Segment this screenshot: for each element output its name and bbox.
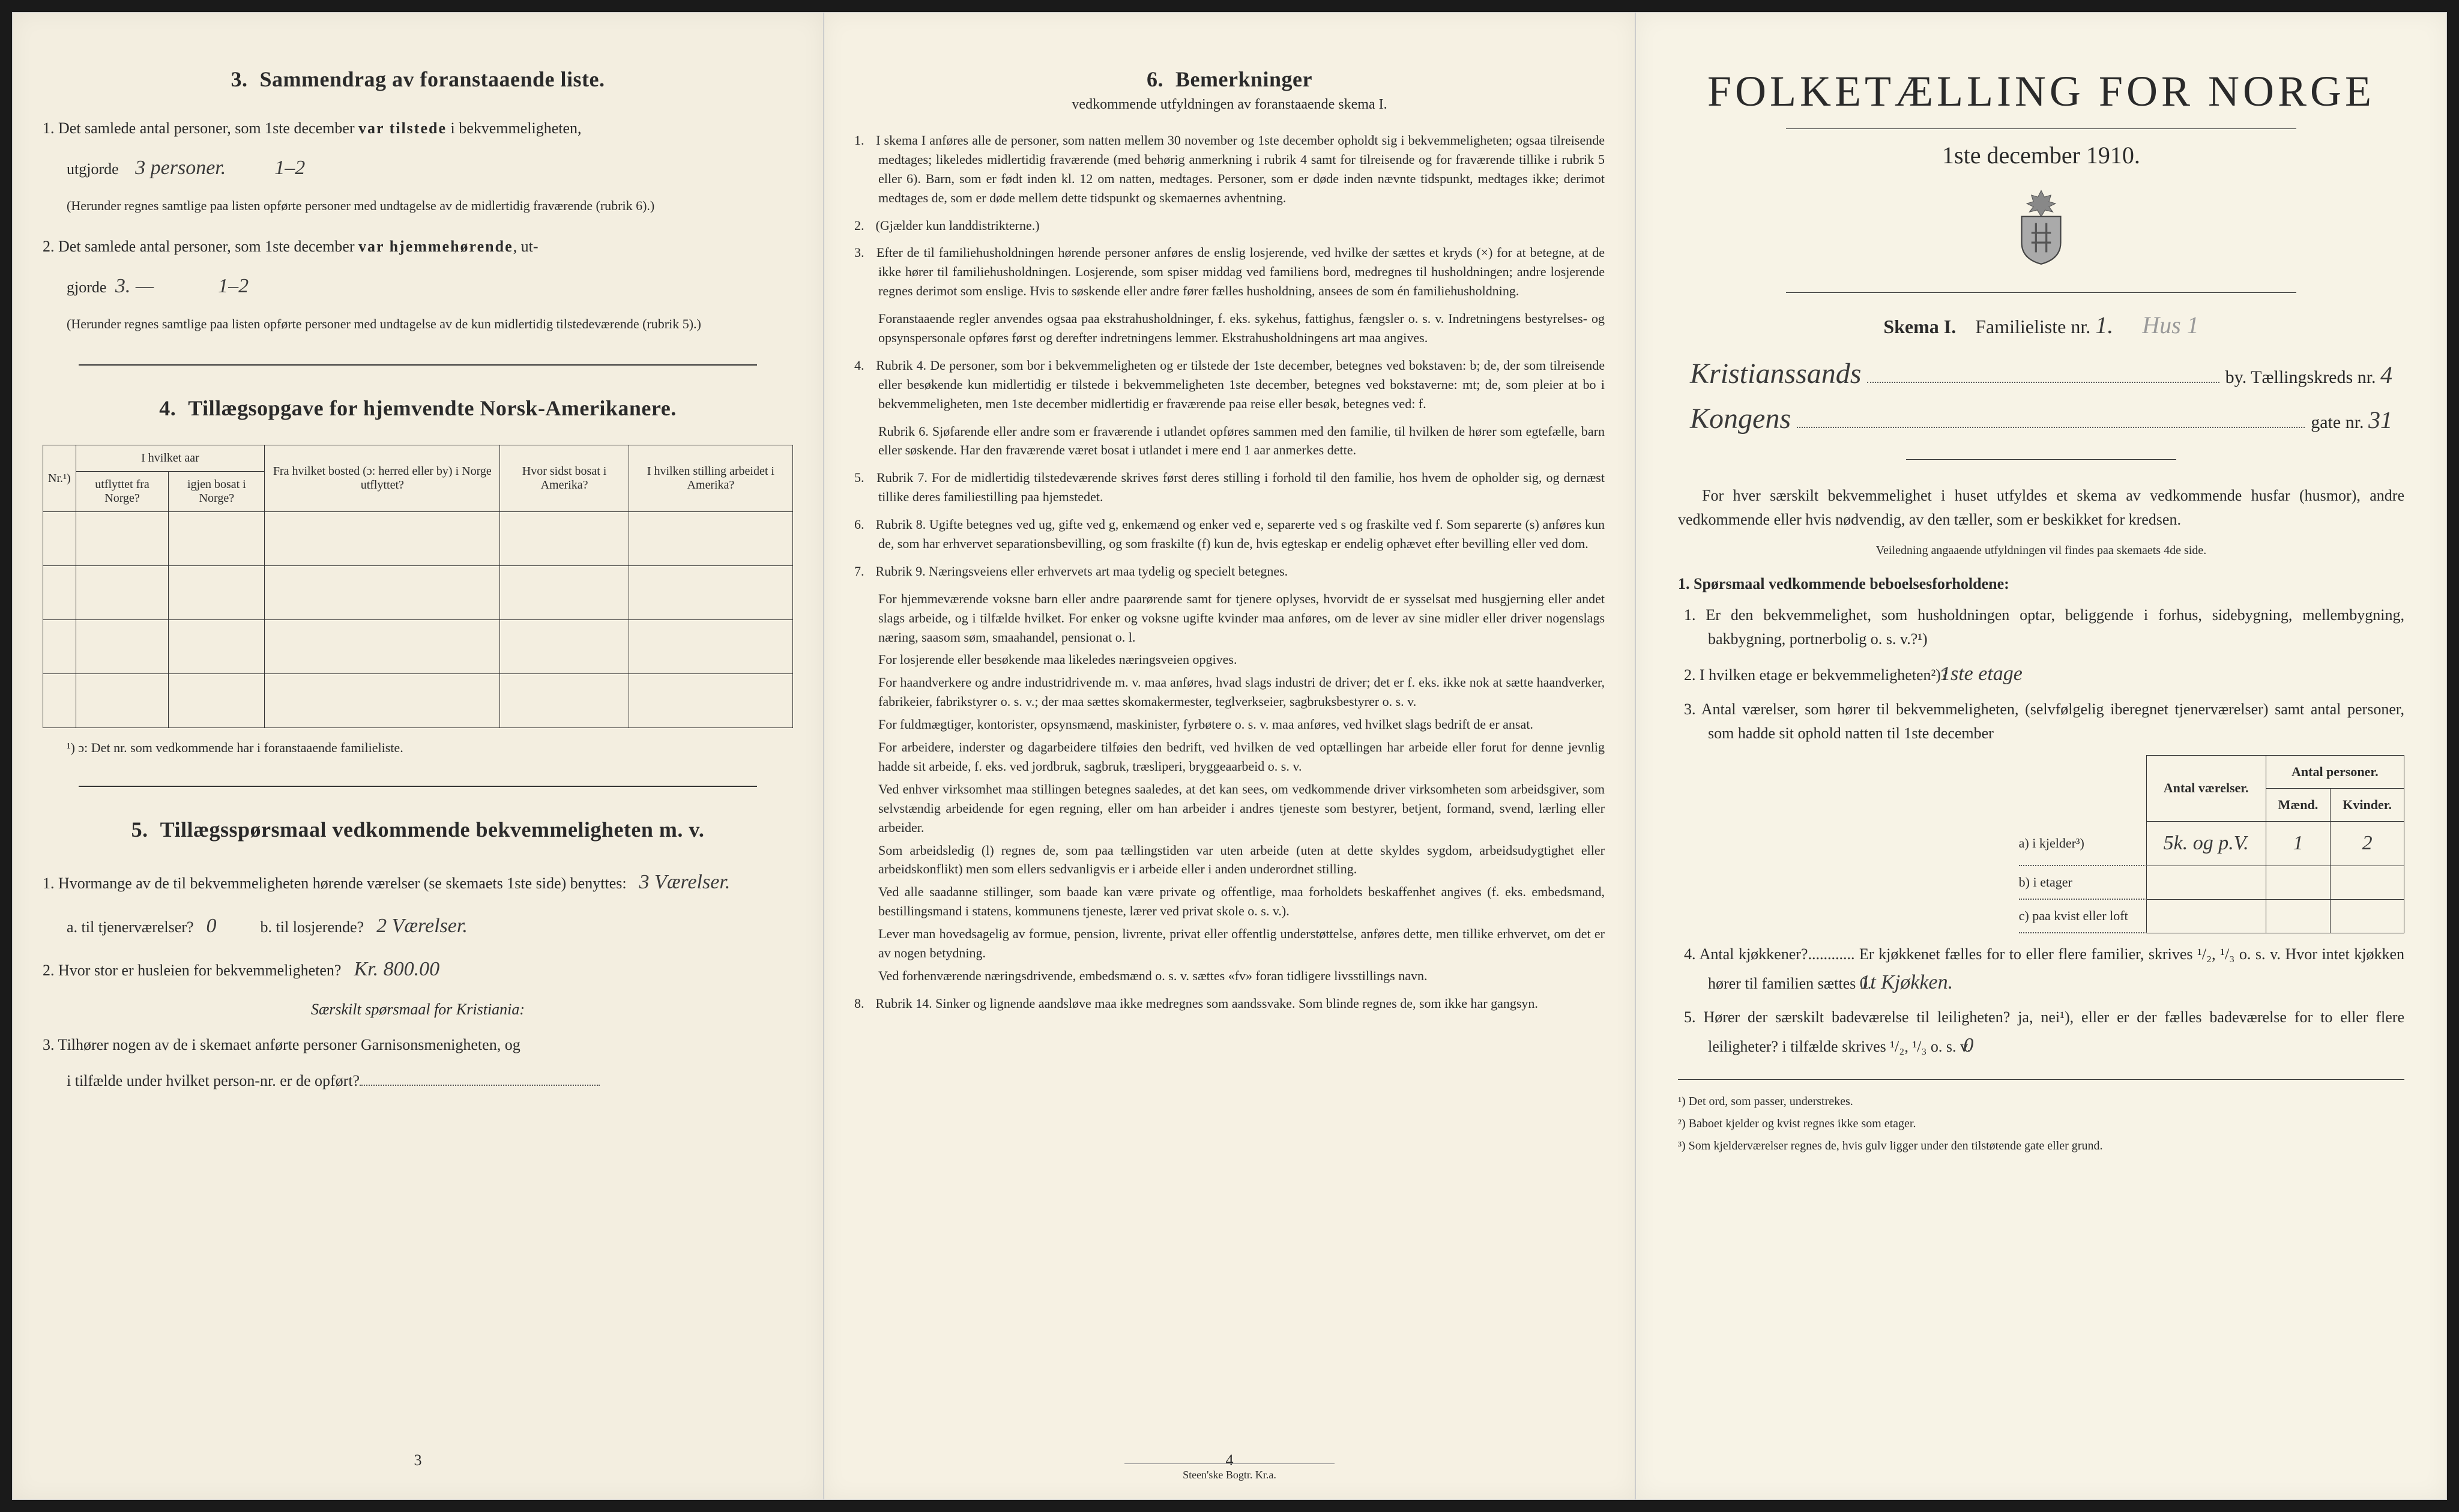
remark-para: For arbeidere, inderster og dagarbeidere… (878, 738, 1605, 776)
table-row (43, 566, 793, 620)
coat-of-arms-icon (1666, 187, 2416, 268)
remark-para: Ved alle saadanne stillinger, som baade … (878, 882, 1605, 921)
table-row (43, 512, 793, 566)
col-bosat: igjen bosat i Norge? (169, 472, 265, 512)
street-line: Kongens gate nr. 31 (1690, 402, 2392, 435)
page-3: 3.Sammendrag av foranstaaende liste. 1. … (12, 12, 824, 1500)
page-4: 6.Bemerkninger vedkommende utfyldningen … (824, 12, 1635, 1500)
section-4-title: 4.Tillægsopgave for hjemvendte Norsk-Ame… (43, 396, 793, 421)
col-maend: Mænd. (2266, 788, 2331, 821)
remark-item: 1. I skema I anføres alle de personer, s… (854, 131, 1605, 208)
section-1-heading: 1. Spørsmaal vedkommende beboelsesforhol… (1678, 572, 2404, 596)
col-bosted: Fra hvilket bosted (ɔ: herred eller by) … (265, 445, 500, 512)
remarks-list: 1. I skema I anføres alle de personer, s… (854, 131, 1605, 1013)
divider (1906, 459, 2176, 460)
remark-para: For fuldmægtiger, kontorister, opsynsmæn… (878, 715, 1605, 734)
table-row: b) i etager (2019, 866, 2404, 899)
s5-q2-note: Særskilt spørsmaal for Kristiania: (43, 997, 793, 1022)
document-spread: 3.Sammendrag av foranstaaende liste. 1. … (12, 12, 2447, 1500)
q2: 2. I hvilken etage er bekvemmeligheten²)… (1708, 658, 2404, 690)
table-row (43, 620, 793, 674)
remark-para: Som arbeidsledig (l) regnes de, som paa … (878, 841, 1605, 879)
s3-q1-fill: utgjorde 3 personer. 1–2 (67, 152, 793, 184)
counts-table: Antal værelser. Antal personer. Mænd. Kv… (2019, 755, 2404, 934)
divider (79, 786, 757, 787)
s3-q2-note: (Herunder regnes samtlige paa listen opf… (67, 313, 793, 334)
remark-para: Foranstaaende regler anvendes ogsaa paa … (878, 309, 1605, 348)
s3-q1: 1. Det samlede antal personer, som 1ste … (43, 116, 793, 141)
s3-q2-fill: gjorde 3. — 1–2 (67, 270, 793, 303)
remark-item: 4. Rubrik 4. De personer, som bor i bekv… (854, 356, 1605, 414)
section-5-title: 5.Tillægsspørsmaal vedkommende bekvemmel… (43, 817, 793, 842)
page-number: 3 (13, 1451, 823, 1469)
col-kvinder: Kvinder. (2331, 788, 2404, 821)
col-amerika: Hvor sidst bosat i Amerika? (500, 445, 629, 512)
q3: 3. Antal værelser, som hører til bekvemm… (1708, 697, 2404, 746)
remark-para: Ved enhver virksomhet maa stillingen bet… (878, 780, 1605, 837)
s5-q1: 1. Hvormange av de til bekvemmeligheten … (43, 866, 793, 899)
col-personer: Antal personer. (2266, 755, 2404, 788)
remark-item: 6. Rubrik 8. Ugifte betegnes ved ug, gif… (854, 515, 1605, 553)
remark-para: Ved forhenværende næringsdrivende, embed… (878, 966, 1605, 986)
col-stilling: I hvilken stilling arbeidet i Amerika? (629, 445, 792, 512)
remark-item: 5. Rubrik 7. For de midlertidig tilstede… (854, 468, 1605, 507)
s3-q2: 2. Det samlede antal personer, som 1ste … (43, 234, 793, 259)
col-utflyttet: utflyttet fra Norge? (76, 472, 169, 512)
footnotes: ¹) Det ord, som passer, understrekes. ²)… (1678, 1079, 2404, 1155)
col-year: I hvilket aar (76, 445, 265, 472)
section-6-title: 6.Bemerkninger (854, 67, 1605, 92)
q5: 5. Hører der særskilt badeværelse til le… (1708, 1005, 2404, 1061)
section-6-subtitle: vedkommende utfyldningen av foranstaaend… (854, 97, 1605, 113)
remark-para: For losjerende eller besøkende maa likel… (878, 650, 1605, 669)
s4-table: Nr.¹) I hvilket aar Fra hvilket bosted (… (43, 445, 793, 728)
q1: 1. Er den bekvemmelighet, som husholdnin… (1708, 603, 2404, 652)
s5-q3b: i tilfælde under hvilket person-nr. er d… (67, 1068, 793, 1094)
divider (1786, 128, 2296, 129)
s5-q1ab: a. til tjenerværelser? 0 b. til losjeren… (67, 910, 793, 942)
col-nr: Nr.¹) (43, 445, 76, 512)
table-row: c) paa kvist eller loft (2019, 899, 2404, 933)
printer-credit: Steen'ske Bogtr. Kr.a. (1124, 1463, 1335, 1481)
col-vaerelser: Antal værelser. (2146, 755, 2266, 821)
q4: 4. Antal kjøkkener?............ Er kjøkk… (1708, 942, 2404, 998)
main-title: FOLKETÆLLING FOR NORGE (1666, 67, 2416, 116)
divider (79, 364, 757, 366)
remark-para: Rubrik 6. Sjøfarende eller andre som er … (878, 422, 1605, 460)
s4-footnote: ¹) ɔ: Det nr. som vedkommende har i fora… (67, 740, 793, 756)
remark-item: 8. Rubrik 14. Sinker og lignende aandslø… (854, 994, 1605, 1013)
page-1-cover: FOLKETÆLLING FOR NORGE 1ste december 191… (1635, 12, 2447, 1500)
census-date: 1ste december 1910. (1666, 141, 2416, 169)
remark-item: 7. Rubrik 9. Næringsveiens eller erhverv… (854, 562, 1605, 581)
table-row: a) i kjelder³)5k. og p.V.12 (2019, 821, 2404, 866)
remark-item: 3. Efter de til familiehusholdningen hør… (854, 243, 1605, 301)
divider (1786, 292, 2296, 293)
remark-para: For hjemmeværende voksne barn eller andr… (878, 589, 1605, 647)
skema-line: Skema I. Familieliste nr. 1. Hus 1 (1666, 311, 2416, 339)
s5-q3: 3. Tilhører nogen av de i skemaet anført… (43, 1032, 793, 1058)
s5-q2: 2. Hvor stor er husleien for bekvemmelig… (43, 953, 793, 986)
city-line: Kristianssands by. Tællingskreds nr. 4 (1690, 357, 2392, 390)
s3-q1-note: (Herunder regnes samtlige paa listen opf… (67, 195, 793, 216)
table-row (43, 674, 793, 728)
remark-para: For haandverkere og andre industridriven… (878, 673, 1605, 711)
section-3-title: 3.Sammendrag av foranstaaende liste. (43, 67, 793, 92)
remark-item: 2. (Gjælder kun landdistrikterne.) (854, 216, 1605, 235)
remark-para: Lever man hovedsagelig av formue, pensio… (878, 924, 1605, 963)
intro-text: For hver særskilt bekvemmelighet i huset… (1678, 484, 2404, 1155)
